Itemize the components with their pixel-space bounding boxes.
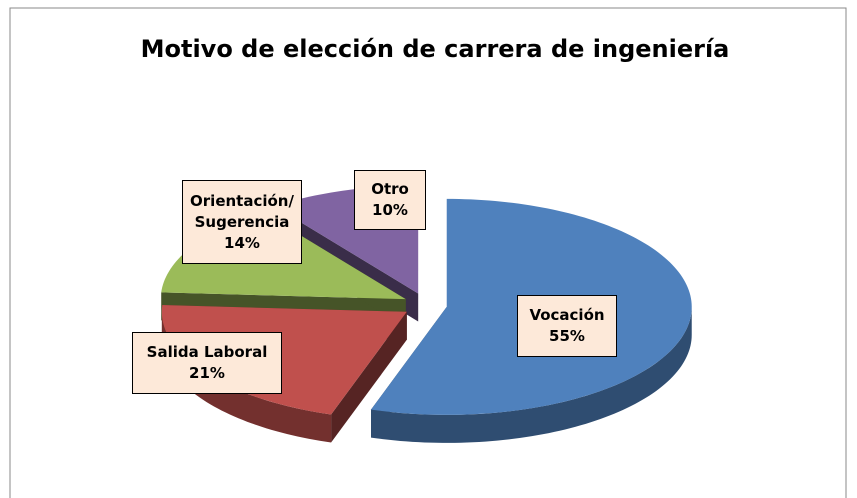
value-label: 10% — [372, 201, 408, 219]
chart-title: Motivo de elección de carrera de ingenie… — [141, 35, 730, 63]
category-label: Vocación — [529, 306, 605, 324]
category-label: Otro — [371, 180, 409, 198]
value-label: 21% — [189, 364, 225, 382]
data-label: Orientación/ Sugerencia 14% — [182, 180, 302, 264]
data-label: Salida Laboral 21% — [132, 332, 282, 394]
category-label: Orientación/ Sugerencia — [190, 191, 294, 231]
slice-wall — [331, 311, 407, 443]
label-box: Vocación 55% — [517, 295, 617, 357]
data-label: Vocación 55% — [517, 295, 617, 357]
slice-side — [371, 306, 692, 443]
slice-side — [161, 311, 332, 443]
label-box: Salida Laboral 21% — [132, 332, 282, 394]
category-label: Salida Laboral — [146, 343, 268, 361]
data-label: Otro 10% — [354, 170, 426, 230]
value-label: 14% — [224, 233, 260, 252]
value-label: 55% — [549, 327, 585, 345]
label-box: Otro 10% — [354, 170, 426, 230]
label-box: Orientación/ Sugerencia 14% — [182, 180, 302, 264]
